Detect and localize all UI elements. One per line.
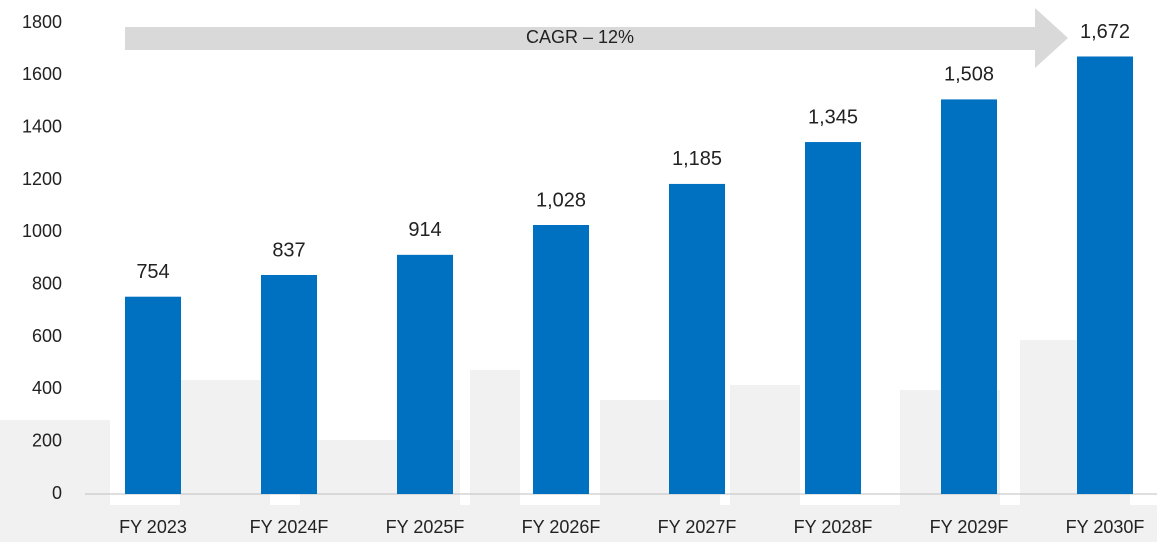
y-tick-label: 1400 [22,116,62,136]
annotation: CAGR – 12% [526,27,634,47]
value-label: 837 [272,239,305,261]
value-label: 754 [136,261,169,283]
y-tick-label: 0 [52,483,62,503]
chart: CAGR – 12% 0 200 400 600 800 1000 1200 1400 1600… [0,0,1157,542]
x-tick-label: FY 2029F [930,517,1009,537]
value-label: 1,345 [808,106,858,128]
bar [669,184,725,494]
x-tick-label: FY 2027F [658,517,737,537]
x-tick-label: FY 2024F [250,517,329,537]
y-tick-label: 1800 [22,12,62,32]
bar [1077,56,1133,494]
value-label: 914 [408,219,441,241]
y-tick-label: 1200 [22,169,62,189]
x-tick-label: FY 2023 [119,517,187,537]
value-label: 1,185 [672,148,722,170]
value-label: 1,028 [536,189,586,211]
y-tick-label: 800 [32,273,62,293]
page: CAGR – 12% 0 200 400 600 800 1000 1200 1400 1600… [0,0,1157,542]
x-tick-label: FY 2025F [386,517,465,537]
bar [261,275,317,494]
y-tick-label: 400 [32,378,62,398]
bar [125,297,181,494]
bar [397,255,453,494]
bar [533,225,589,494]
x-tick-label: FY 2028F [794,517,873,537]
bar [805,142,861,494]
value-label: 1,672 [1080,21,1130,43]
y-tick-label: 1600 [22,64,62,84]
bar [941,99,997,494]
y-tick-label: 200 [32,430,62,450]
y-tick-label: 600 [32,326,62,346]
x-tick-label: FY 2030F [1066,517,1145,537]
value-label: 1,508 [944,64,994,86]
x-tick-label: FY 2026F [522,517,601,537]
y-tick-label: 1000 [22,221,62,241]
